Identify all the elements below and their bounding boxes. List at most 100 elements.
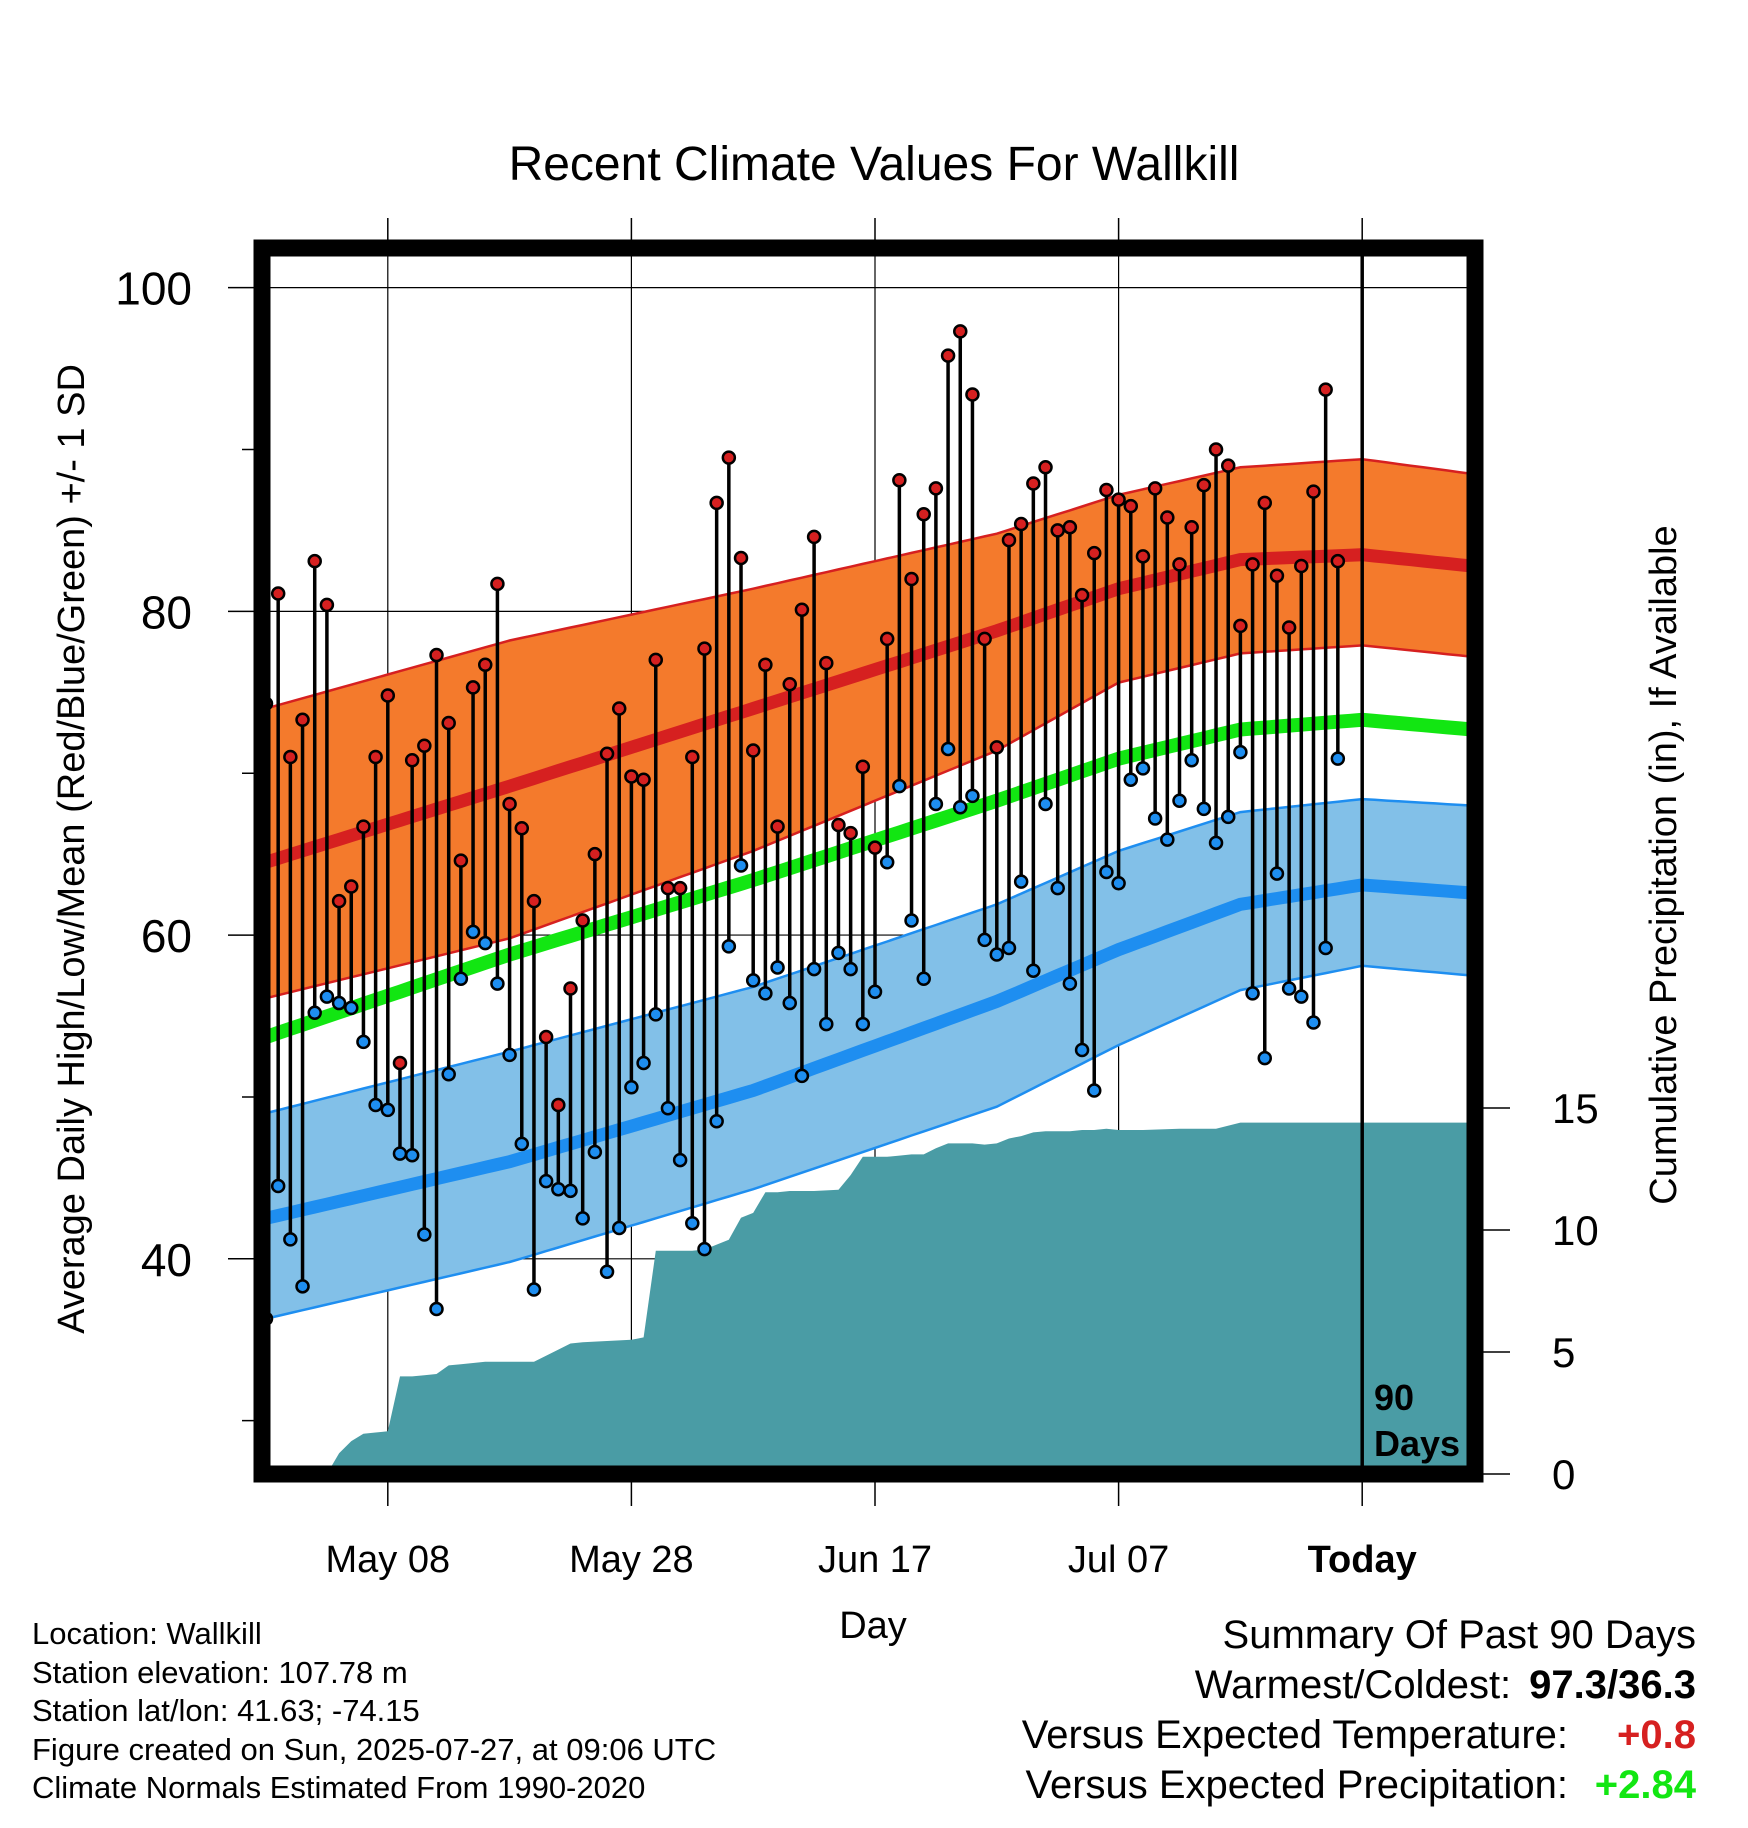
daily-low-point <box>490 976 505 991</box>
y-tick-label: 80 <box>141 586 192 638</box>
daily-low-point <box>368 1097 383 1113</box>
daily-high-point <box>794 602 810 617</box>
daily-low-point <box>319 989 335 1004</box>
daily-high-point <box>575 913 590 928</box>
plot-area <box>262 248 1475 1474</box>
daily-high-point <box>904 571 919 587</box>
daily-low-point <box>953 799 968 815</box>
daily-high-point <box>514 821 530 836</box>
daily-low-point <box>855 1016 871 1032</box>
y-tick-label: 40 <box>141 1234 192 1286</box>
today-annotation-line-2: Days <box>1374 1423 1460 1464</box>
daily-low-point <box>636 1055 651 1071</box>
daily-high-point <box>733 550 749 566</box>
daily-high-point <box>319 597 335 613</box>
daily-high-point <box>392 1055 408 1071</box>
y-tick-label: 60 <box>141 910 192 962</box>
daily-low-point <box>526 1282 542 1297</box>
daily-high-point <box>1306 484 1321 499</box>
daily-high-point <box>538 1029 554 1045</box>
daily-high-point <box>965 387 980 402</box>
daily-low-point <box>892 778 907 794</box>
daily-low-point <box>1013 874 1029 889</box>
daily-high-point <box>660 880 676 896</box>
summary-precip: Versus Expected Precipitation: +2.84 <box>1022 1760 1696 1810</box>
daily-high-point <box>1026 476 1041 491</box>
daily-low-point <box>782 995 797 1011</box>
daily-high-point <box>977 631 992 647</box>
daily-high-point <box>368 749 383 765</box>
daily-low-point <box>843 961 858 977</box>
daily-low-point <box>295 1279 310 1294</box>
daily-high-point <box>1086 545 1102 561</box>
temp-anomaly-value: +0.8 <box>1617 1713 1696 1757</box>
daily-high-point <box>843 825 858 841</box>
daily-low-point <box>270 1178 286 1194</box>
daily-low-point <box>697 1241 712 1257</box>
daily-low-point <box>1294 989 1309 1004</box>
daily-high-point <box>611 701 627 716</box>
y2-tick-label: 0 <box>1552 1451 1575 1498</box>
daily-high-point <box>526 893 542 909</box>
daily-high-point <box>697 641 712 656</box>
daily-high-point <box>831 817 846 833</box>
daily-low-point <box>879 854 895 870</box>
warmest-coldest-label: Warmest/Coldest: <box>1194 1663 1512 1707</box>
daily-high-point <box>928 481 944 496</box>
daily-high-point <box>1257 495 1273 511</box>
daily-low-point <box>356 1034 371 1050</box>
daily-low-point <box>514 1136 530 1152</box>
y-axis-label: Average Daily High/Low/Mean (Red/Blue/Gr… <box>51 364 93 1334</box>
info-location: Location: Wallkill <box>32 1616 262 1651</box>
daily-high-point <box>624 769 639 784</box>
daily-high-point <box>344 879 359 894</box>
daily-low-point <box>1147 811 1163 826</box>
daily-high-point <box>1269 568 1285 584</box>
daily-high-point <box>1294 558 1309 574</box>
daily-high-point <box>892 473 907 488</box>
daily-high-point <box>490 576 505 592</box>
daily-low-point <box>672 1152 688 1168</box>
daily-low-point <box>1318 940 1333 956</box>
daily-high-point <box>721 450 737 465</box>
daily-low-point <box>453 971 469 987</box>
precip-anomaly-value: +2.84 <box>1594 1763 1696 1807</box>
y2-tick-label: 5 <box>1552 1329 1575 1376</box>
daily-low-point <box>1208 835 1224 851</box>
daily-low-point <box>867 984 883 999</box>
daily-high-point <box>1099 482 1114 498</box>
daily-low-point <box>1220 809 1236 825</box>
daily-low-point <box>660 1101 676 1116</box>
daily-range-bars <box>262 324 1346 1326</box>
daily-high-point <box>599 746 615 762</box>
x-tick-label: Today <box>1308 1539 1417 1581</box>
daily-high-point <box>1172 557 1187 572</box>
daily-high-point <box>283 749 298 765</box>
precip-area <box>326 1122 1475 1474</box>
daily-low-point <box>587 1144 603 1160</box>
daily-high-point <box>453 853 469 868</box>
daily-low-point <box>1111 876 1126 891</box>
daily-high-point <box>953 324 968 339</box>
daily-low-point <box>831 945 846 961</box>
daily-low-point <box>977 932 992 948</box>
daily-high-point <box>648 652 664 668</box>
daily-low-point <box>745 973 761 988</box>
precip-anomaly-label: Versus Expected Precipitation: <box>1025 1763 1568 1807</box>
low-normal-line <box>264 878 1473 1225</box>
info-created: Figure created on Sun, 2025-07-27, at 09… <box>32 1731 717 1767</box>
daily-low-point <box>1160 832 1175 847</box>
daily-high-point <box>806 529 822 545</box>
daily-low-point <box>989 947 1005 962</box>
daily-low-point <box>1123 772 1139 787</box>
daily-low-point <box>1172 793 1187 808</box>
summary-heading: Summary Of Past 90 Days <box>1222 1613 1696 1657</box>
daily-low-point <box>794 1068 810 1084</box>
daily-low-point <box>1086 1083 1102 1098</box>
daily-low-point <box>1233 744 1248 760</box>
daily-low-point <box>1281 981 1297 996</box>
daily-low-point <box>502 1047 517 1063</box>
daily-low-point <box>819 1016 834 1032</box>
daily-high-point <box>1123 498 1139 514</box>
daily-high-point <box>819 655 834 671</box>
